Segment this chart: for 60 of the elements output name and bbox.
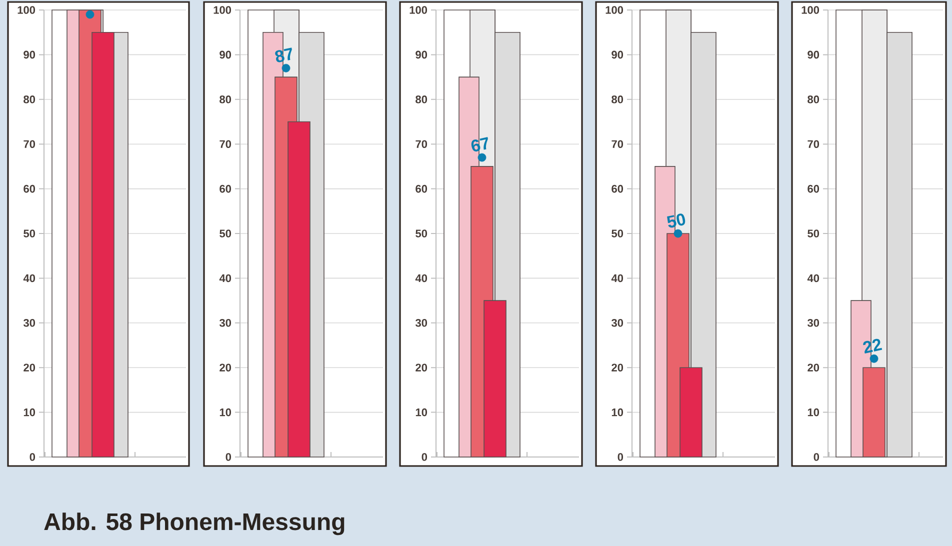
y-tick-label: 60 xyxy=(612,184,624,193)
y-tick-label: 80 xyxy=(220,96,232,104)
y-tick-label: 30 xyxy=(23,319,36,327)
y-tick-label: 30 xyxy=(611,319,624,327)
y-tick-label: 70 xyxy=(808,140,820,148)
y-tick-label: 40 xyxy=(807,274,820,282)
y-tick-label: 10 xyxy=(416,408,428,416)
data-label: 22 xyxy=(863,338,882,354)
y-tick-label: 70 xyxy=(612,140,624,148)
y-tick-label: 0 xyxy=(618,453,624,461)
y-tick-label: 0 xyxy=(422,453,428,461)
y-tick-label: 10 xyxy=(24,408,36,416)
y-tick-label: 20 xyxy=(24,364,36,372)
y-tick-label: 50 xyxy=(24,230,36,238)
y-tick-label: 100 xyxy=(18,6,36,14)
y-tick-label: 60 xyxy=(220,184,232,193)
y-tick-label: 90 xyxy=(24,50,36,59)
y-tick-label: 50 xyxy=(612,230,624,238)
y-tick-label: 100 xyxy=(214,6,232,14)
y-tick-label: 70 xyxy=(416,140,428,148)
y-tick-label: 90 xyxy=(220,50,232,59)
y-tick-label: 30 xyxy=(807,319,820,327)
text: Abb. 58 Phonem-Messung xyxy=(44,512,344,536)
y-tick-label: 40 xyxy=(611,274,624,282)
y-tick-label: 40 xyxy=(415,274,428,282)
y-tick-label: 50 xyxy=(416,230,428,238)
y-tick-label: 20 xyxy=(220,364,232,372)
y-tick-label: 50 xyxy=(220,230,232,238)
y-tick-label: 90 xyxy=(808,50,820,59)
y-tick-label: 0 xyxy=(30,453,36,461)
y-tick-label: 20 xyxy=(612,364,624,372)
y-tick-label: 80 xyxy=(808,96,820,104)
y-tick-label: 100 xyxy=(606,6,624,14)
data-label: 50 xyxy=(667,214,686,228)
y-tick-label: 20 xyxy=(416,364,428,372)
data-label: 87 xyxy=(275,48,292,62)
y-tick-label: 20 xyxy=(808,364,820,372)
y-tick-label: 80 xyxy=(416,96,428,104)
y-tick-label: 40 xyxy=(23,274,36,282)
y-tick-label: 30 xyxy=(415,319,428,327)
y-tick-label: 100 xyxy=(802,6,820,14)
y-tick-label: 90 xyxy=(416,50,428,59)
y-tick-label: 70 xyxy=(24,140,36,148)
y-tick-label: 40 xyxy=(219,274,232,282)
y-tick-label: 0 xyxy=(226,453,232,461)
y-tick-label: 80 xyxy=(24,96,36,104)
y-tick-label: 30 xyxy=(219,319,232,327)
y-tick-label: 60 xyxy=(24,184,36,193)
y-tick-label: 0 xyxy=(814,453,820,461)
y-tick-label: 60 xyxy=(808,184,820,193)
y-tick-label: 100 xyxy=(410,6,428,14)
y-tick-label: 50 xyxy=(808,230,820,238)
y-tick-label: 60 xyxy=(416,184,428,193)
y-tick-label: 90 xyxy=(612,50,624,59)
y-tick-label: 10 xyxy=(220,408,232,416)
y-tick-label: 10 xyxy=(808,408,820,416)
data-label: 67 xyxy=(471,137,488,152)
y-tick-label: 70 xyxy=(220,140,232,148)
y-tick-label: 80 xyxy=(612,96,624,104)
y-tick-label: 10 xyxy=(612,408,624,416)
